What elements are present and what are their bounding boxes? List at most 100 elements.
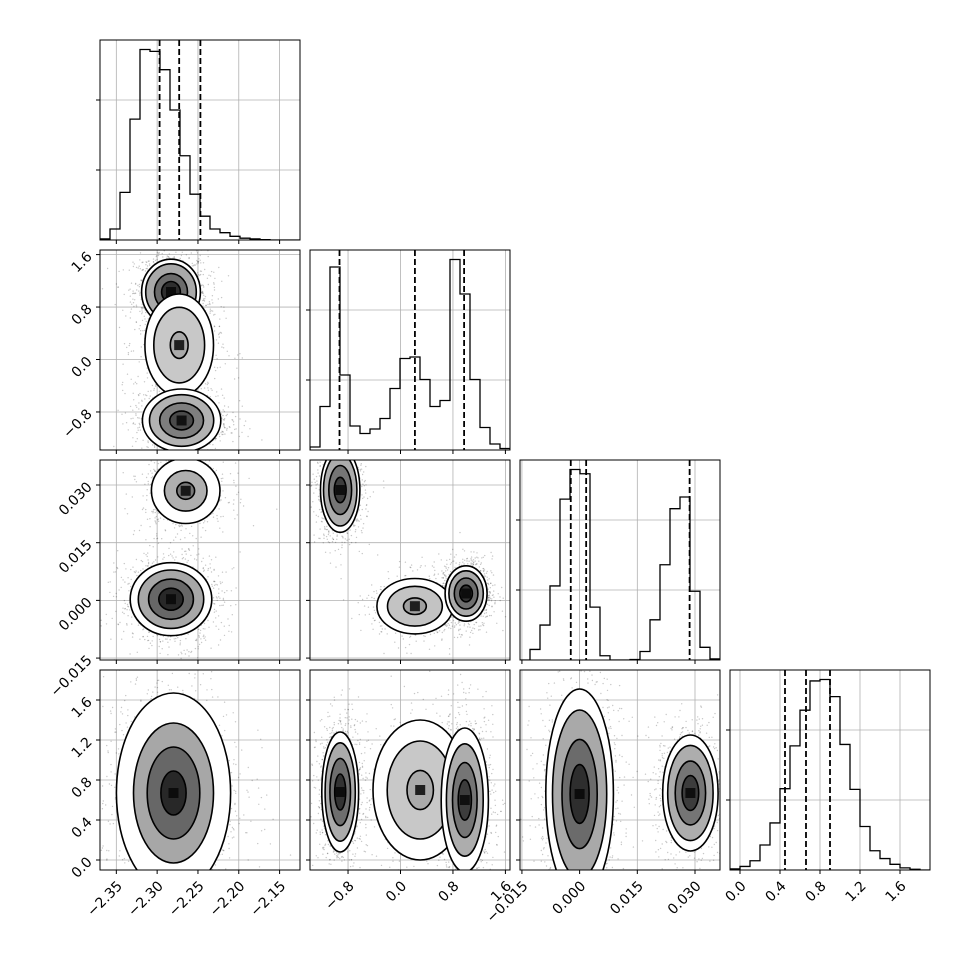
scatter-point (148, 463, 150, 466)
scatter-point (145, 511, 147, 514)
scatter-point (231, 614, 233, 616)
scatter-point (119, 621, 121, 624)
scatter-point (317, 495, 320, 498)
scatter-point (175, 523, 177, 526)
scatter-point (216, 584, 219, 586)
scatter-point (141, 447, 143, 449)
scatter-point (149, 395, 151, 397)
scatter-point (132, 290, 134, 292)
scatter-point (213, 325, 216, 328)
scatter-point (140, 280, 143, 282)
scatter-point (195, 638, 198, 640)
scatter-point (276, 508, 278, 510)
scatter-point (152, 258, 155, 260)
scatter-point (156, 634, 159, 637)
scatter-point (169, 542, 172, 544)
scatter-point (214, 377, 216, 380)
scatter-point (105, 613, 108, 616)
scatter-point (218, 332, 221, 334)
scatter-point (174, 640, 176, 642)
scatter-point (221, 430, 223, 432)
scatter-point (159, 641, 162, 643)
scatter-point (350, 541, 353, 544)
scatter-point (315, 475, 318, 478)
scatter-point (144, 394, 147, 396)
scatter-point (130, 418, 132, 420)
scatter-point (167, 636, 169, 638)
scatter-point (224, 363, 226, 365)
scatter-point (130, 350, 133, 352)
scatter-point (220, 516, 222, 518)
scatter-point (218, 433, 220, 435)
panel-frame (99, 39, 301, 241)
scatter-point (155, 523, 157, 525)
scatter-point (206, 521, 209, 523)
scatter-point (203, 622, 206, 625)
scatter-point (127, 352, 130, 354)
scatter-point (328, 541, 331, 544)
scatter-point (145, 311, 147, 314)
scatter-point (366, 497, 369, 500)
scatter-point (154, 517, 156, 519)
scatter-point (320, 511, 322, 513)
scatter-point (202, 628, 204, 630)
scatter-point (177, 654, 180, 656)
scatter-point (198, 643, 201, 646)
scatter-point (178, 525, 181, 528)
scatter-point (126, 623, 128, 625)
scatter-point (118, 270, 120, 273)
scatter-point (126, 513, 129, 515)
scatter-point (215, 437, 217, 440)
scatter-point (213, 580, 215, 583)
scatter-point (147, 552, 149, 554)
scatter-point (150, 477, 153, 479)
scatter-point (216, 358, 218, 360)
scatter-point (217, 575, 220, 577)
scatter-point (151, 472, 153, 474)
scatter-point (139, 324, 141, 327)
scatter-point (223, 306, 225, 308)
scatter-point (340, 578, 342, 580)
scatter-point (152, 512, 154, 514)
scatter-point (222, 419, 224, 421)
scatter-point (223, 601, 226, 603)
scatter-point (187, 548, 190, 550)
scatter-point (200, 388, 202, 390)
scatter-point (218, 266, 220, 269)
scatter-point (157, 542, 160, 544)
scatter-point (329, 535, 331, 537)
scatter-point (188, 548, 190, 550)
scatter-point (239, 551, 241, 553)
scatter-point (209, 563, 211, 565)
scatter-point (222, 531, 224, 533)
scatter-point (200, 270, 203, 272)
scatter-point (223, 418, 226, 420)
scatter-point (344, 538, 346, 540)
scatter-point (149, 544, 151, 547)
scatter-point (137, 375, 139, 378)
scatter-point (218, 325, 221, 328)
scatter-point (213, 325, 216, 327)
scatter-point (356, 520, 358, 522)
scatter-point (139, 292, 141, 294)
scatter-point (139, 252, 142, 254)
scatter-point (213, 580, 215, 582)
scatter-point (221, 581, 223, 583)
scatter-point (196, 259, 198, 262)
scatter-point (221, 394, 224, 396)
scatter-point (211, 299, 213, 301)
scatter-point (117, 550, 119, 552)
scatter-point (145, 554, 147, 556)
scatter-point (148, 397, 150, 400)
scatter-point (365, 484, 367, 486)
scatter-point (223, 424, 225, 426)
scatter-point (121, 638, 123, 640)
scatter-point (141, 303, 143, 305)
scatter-point (207, 381, 209, 383)
scatter-point (122, 472, 124, 474)
scatter-point (144, 318, 146, 320)
scatter-point (211, 585, 213, 587)
scatter-point (211, 295, 214, 297)
scatter-point (146, 446, 148, 448)
scatter-point (222, 490, 224, 492)
